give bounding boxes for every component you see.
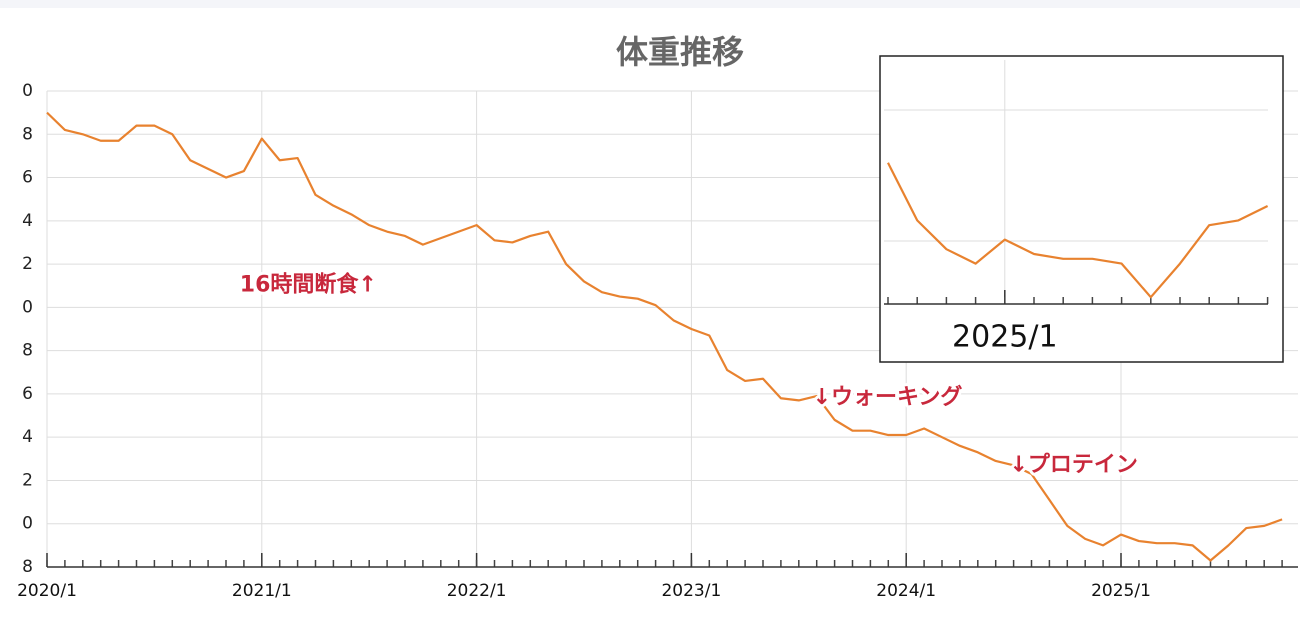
data-line — [887, 162, 1269, 299]
data-line — [46, 111, 1283, 562]
annotation: 16時間断食↑ — [240, 272, 377, 298]
annotation: ↓プロテイン — [1010, 452, 1138, 477]
x-tick-label: 2021/1 — [232, 581, 292, 601]
chart-title: 体重推移 — [616, 33, 744, 71]
y-tick-label: 4 — [22, 427, 33, 447]
y-tick-label: 0 — [22, 81, 33, 101]
x-tick-label: 2023/1 — [661, 581, 721, 601]
y-tick-label: 6 — [22, 384, 33, 404]
y-tick-label: 6 — [22, 168, 33, 188]
inset-frame — [879, 55, 1284, 363]
y-tick-label: 8 — [22, 557, 33, 577]
y-tick-label: 2 — [22, 470, 33, 490]
x-tick-label: 2024/1 — [876, 581, 936, 601]
y-tick-label: 8 — [22, 341, 33, 361]
annotation: ↓ウォーキング — [813, 384, 963, 410]
top-bar — [0, 0, 1300, 8]
x-tick-label: 2022/1 — [447, 581, 507, 601]
x-tick-label: 2020/1 — [17, 581, 77, 601]
x-tick-label: 2025/1 — [1091, 581, 1151, 601]
y-tick-label: 0 — [22, 514, 33, 534]
y-tick-label: 8 — [22, 124, 33, 144]
y-tick-label: 4 — [22, 211, 33, 231]
x-tick-label: 2025/1 — [952, 320, 1058, 355]
y-tick-label: 2 — [22, 254, 33, 274]
y-tick-label: 0 — [22, 297, 33, 317]
